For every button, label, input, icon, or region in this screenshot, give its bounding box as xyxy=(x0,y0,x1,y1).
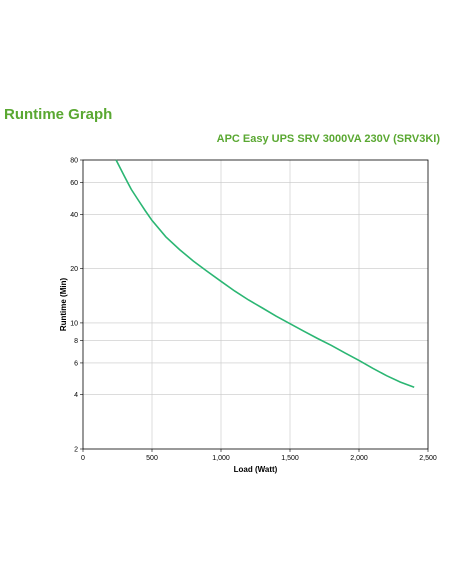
y-tick-label: 40 xyxy=(70,212,78,219)
chart-grid xyxy=(83,160,428,449)
y-tick-label: 10 xyxy=(70,320,78,327)
x-tick-label: 2,500 xyxy=(419,455,437,462)
x-axis-ticks: 0 500 1,000 1,500 2,000 2,500 xyxy=(81,449,437,462)
series-line-runtime xyxy=(115,159,415,388)
x-tick-label: 1,500 xyxy=(281,455,299,462)
page-title: Runtime Graph xyxy=(4,106,113,123)
y-tick-label: 2 xyxy=(74,447,78,454)
y-tick-label: 8 xyxy=(74,338,78,345)
y-axis-ticks: 2 4 6 8 10 20 40 60 80 xyxy=(70,158,83,454)
y-tick-label: 6 xyxy=(74,360,78,367)
x-tick-label: 0 xyxy=(81,455,85,462)
y-axis-label: Runtime (Min) xyxy=(59,278,68,332)
x-tick-label: 500 xyxy=(146,455,158,462)
y-tick-label: 4 xyxy=(74,392,78,399)
y-tick-label: 80 xyxy=(70,158,78,165)
x-tick-label: 1,000 xyxy=(212,455,230,462)
chart-title: APC Easy UPS SRV 3000VA 230V (SRV3KI) xyxy=(216,133,440,145)
x-tick-label: 2,000 xyxy=(350,455,368,462)
x-axis-label: Load (Watt) xyxy=(234,465,278,474)
plot-frame xyxy=(82,159,429,450)
y-tick-label: 20 xyxy=(70,266,78,273)
y-tick-label: 60 xyxy=(70,180,78,187)
